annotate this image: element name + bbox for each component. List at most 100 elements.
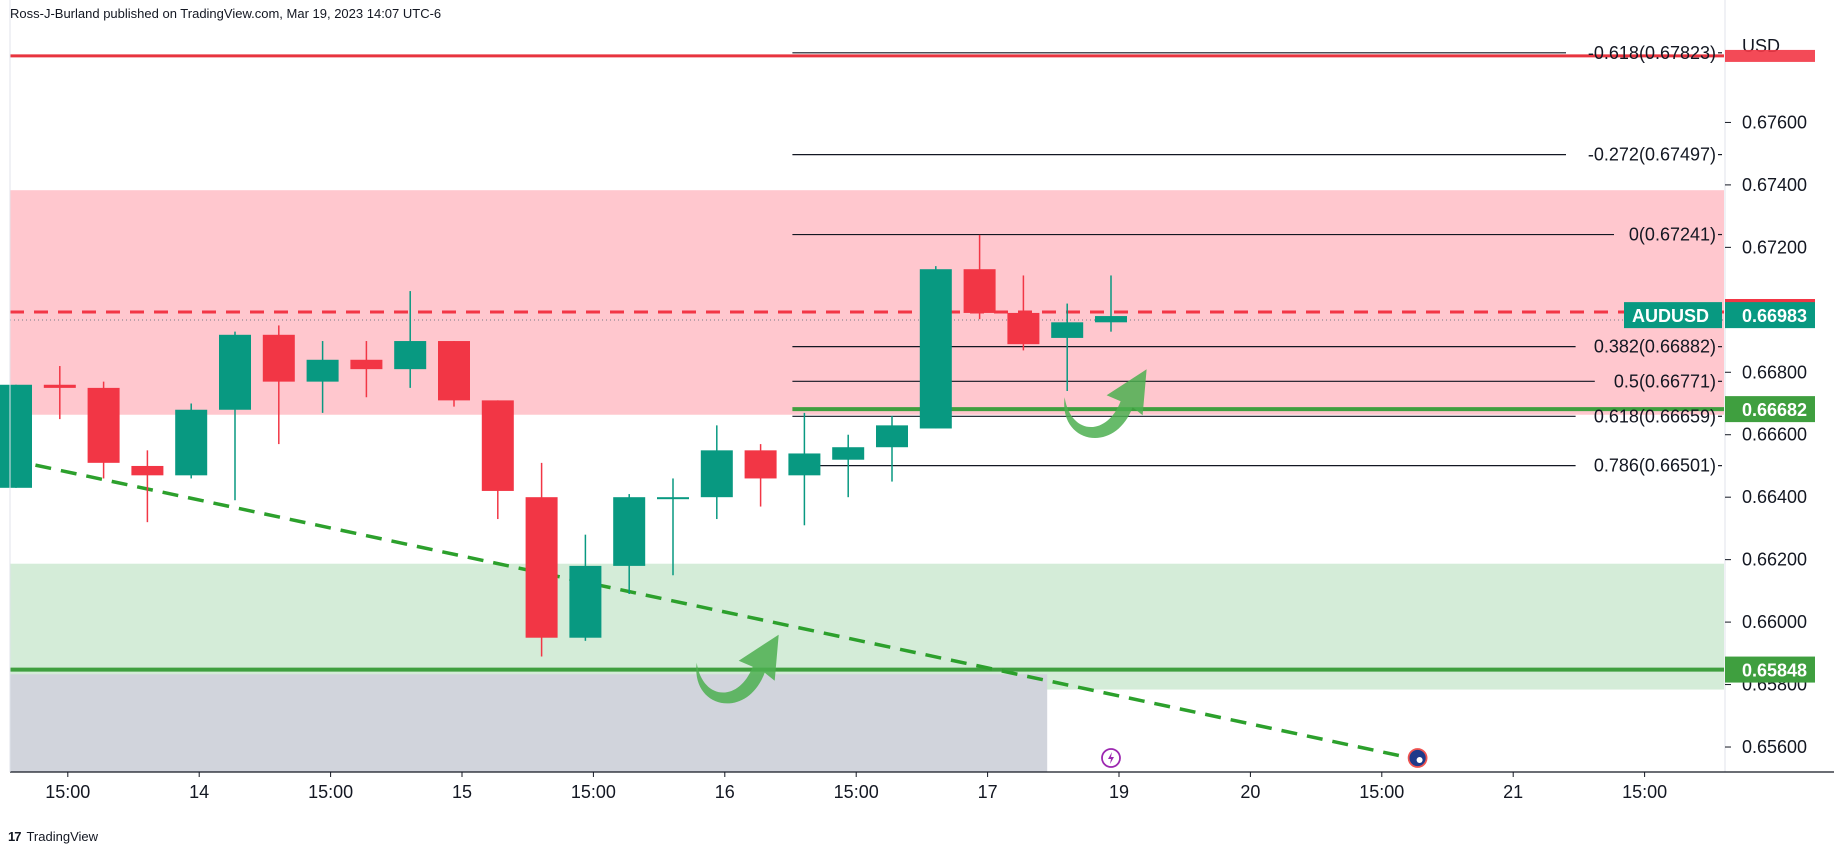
x-tick-label: 15:00: [1622, 782, 1667, 802]
lightning-glyph: [1108, 752, 1114, 764]
candle-body[interactable]: [744, 450, 777, 479]
candle[interactable]: [569, 534, 602, 641]
candle-body[interactable]: [525, 497, 558, 638]
candle-body[interactable]: [1095, 316, 1127, 323]
candle-body[interactable]: [700, 450, 733, 498]
y-tick-label: 0.67600: [1742, 112, 1807, 132]
y-tick-label: 0.65600: [1742, 737, 1807, 757]
y-tick-label: 0.66800: [1742, 362, 1807, 382]
candle-body[interactable]: [394, 341, 427, 370]
candle-body[interactable]: [876, 425, 908, 448]
candle[interactable]: [700, 425, 733, 520]
x-tick-label: 16: [715, 782, 735, 802]
x-tick-label: 14: [189, 782, 209, 802]
symbol-tag: [1624, 302, 1722, 329]
fib-label: -0.272(0.67497): [1588, 145, 1716, 165]
fib-label: 0.786(0.66501): [1594, 456, 1716, 476]
price-tag: [1725, 656, 1815, 683]
candle[interactable]: [613, 494, 646, 594]
price-tag: [1725, 396, 1815, 423]
descending-trendline: [9, 457, 1418, 762]
candle[interactable]: [657, 478, 689, 576]
candle[interactable]: [876, 415, 908, 482]
tradingview-logo-icon: 17: [8, 829, 22, 844]
candle[interactable]: [131, 450, 164, 523]
zone-supply: [10, 190, 1724, 415]
candle-body[interactable]: [175, 409, 208, 476]
y-tick-label: 0.66000: [1742, 612, 1807, 632]
candle-body[interactable]: [262, 334, 295, 382]
candle[interactable]: [1051, 303, 1084, 392]
candle-body[interactable]: [0, 384, 32, 488]
price-tag-label: 0.66983: [1742, 306, 1807, 326]
x-tick-label: 15:00: [45, 782, 90, 802]
x-tick-label: 19: [1109, 782, 1129, 802]
y-tick-label: 0.66400: [1742, 487, 1807, 507]
y-tick-label: 0.66200: [1742, 550, 1807, 570]
candle[interactable]: [219, 331, 251, 501]
candle[interactable]: [481, 400, 514, 520]
curved-arrow-icon: [1064, 369, 1147, 438]
candle[interactable]: [262, 325, 295, 445]
candle-body[interactable]: [1007, 312, 1040, 345]
fib-label: 0.382(0.66882): [1594, 337, 1716, 357]
candle[interactable]: [744, 444, 777, 507]
candle-body[interactable]: [963, 269, 996, 313]
candle-body[interactable]: [87, 387, 120, 463]
y-tick-label: 0.67200: [1742, 237, 1807, 257]
candle[interactable]: [832, 434, 865, 498]
candle-body[interactable]: [219, 334, 251, 410]
candle[interactable]: [1095, 275, 1127, 332]
x-tick-label: 20: [1240, 782, 1260, 802]
candle[interactable]: [919, 266, 952, 429]
candle-body[interactable]: [613, 497, 646, 566]
candle-body[interactable]: [306, 359, 339, 382]
candles-layer[interactable]: [0, 234, 1127, 657]
curved-arrow-icon: [696, 634, 779, 704]
candle-body[interactable]: [481, 400, 514, 491]
candle[interactable]: [350, 341, 383, 398]
candle[interactable]: [963, 234, 996, 320]
y-tick-label: 0.67400: [1742, 175, 1807, 195]
candle-body[interactable]: [43, 384, 76, 388]
x-tick-label: 15:00: [571, 782, 616, 802]
candle[interactable]: [394, 291, 427, 388]
x-tick-label: 15:00: [308, 782, 353, 802]
arrows-layer: [696, 369, 1147, 704]
candle-body[interactable]: [350, 359, 383, 370]
candle[interactable]: [525, 462, 558, 657]
candle[interactable]: [438, 341, 470, 407]
candle-body[interactable]: [657, 497, 689, 500]
candle-body[interactable]: [131, 465, 164, 476]
candle[interactable]: [306, 341, 339, 413]
candle[interactable]: [1007, 275, 1040, 351]
price-tag-label: 0.65848: [1742, 661, 1807, 681]
candle[interactable]: [788, 412, 821, 526]
candle-body[interactable]: [1051, 322, 1084, 338]
candle-body[interactable]: [832, 447, 865, 460]
red-level-tag: [1725, 49, 1815, 62]
symbol-tag-label: AUDUSD: [1632, 306, 1709, 326]
flag-star: [1416, 757, 1423, 763]
candle[interactable]: [175, 403, 208, 479]
fib-label: 0.618(0.66659): [1594, 406, 1716, 426]
x-tick-label: 15:00: [834, 782, 879, 802]
candle[interactable]: [0, 384, 32, 488]
candle[interactable]: [87, 381, 120, 479]
candle-body[interactable]: [569, 565, 602, 638]
candle-body[interactable]: [438, 341, 470, 401]
x-tick-label: 15:00: [1359, 782, 1404, 802]
curved-arrow-shape: [1064, 369, 1147, 438]
footer-brand: TradingView: [26, 829, 99, 844]
fib-label: 0.5(0.66771): [1614, 371, 1716, 391]
y-tick-label: 0.66600: [1742, 425, 1807, 445]
candle-body[interactable]: [919, 269, 952, 429]
candle[interactable]: [43, 366, 76, 420]
curved-arrow-shape: [696, 634, 779, 704]
candle-body[interactable]: [788, 453, 821, 476]
fib-label: 0(0.67241): [1629, 225, 1716, 245]
x-tick-label: 17: [978, 782, 998, 802]
zones-layer: [10, 190, 1724, 772]
zone-grey: [10, 674, 1048, 772]
